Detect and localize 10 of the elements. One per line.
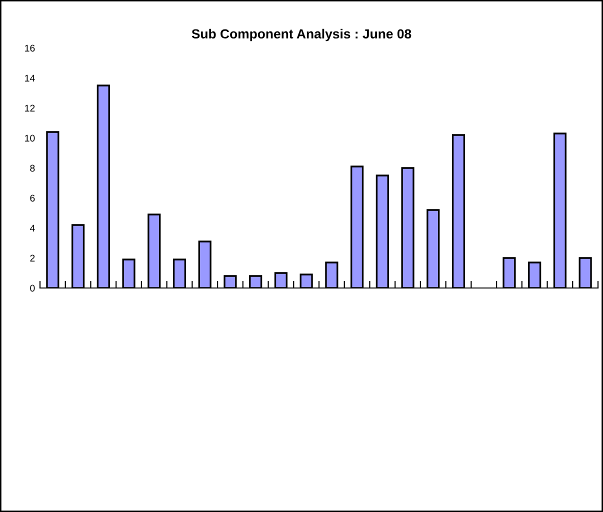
y-tick-label: 2 bbox=[30, 254, 35, 262]
y-tick-label: 4 bbox=[30, 224, 35, 232]
y-tick-label: 6 bbox=[30, 194, 35, 202]
y-tick-label: 10 bbox=[25, 134, 35, 142]
y-tick-label: 8 bbox=[30, 164, 35, 172]
y-tick-label: 0 bbox=[30, 284, 35, 292]
y-tick-label: 12 bbox=[25, 104, 35, 112]
chart-title: Sub Component Analysis : June 08 bbox=[192, 28, 412, 42]
y-tick-label: 14 bbox=[25, 74, 35, 82]
y-tick-label: 16 bbox=[25, 44, 35, 52]
